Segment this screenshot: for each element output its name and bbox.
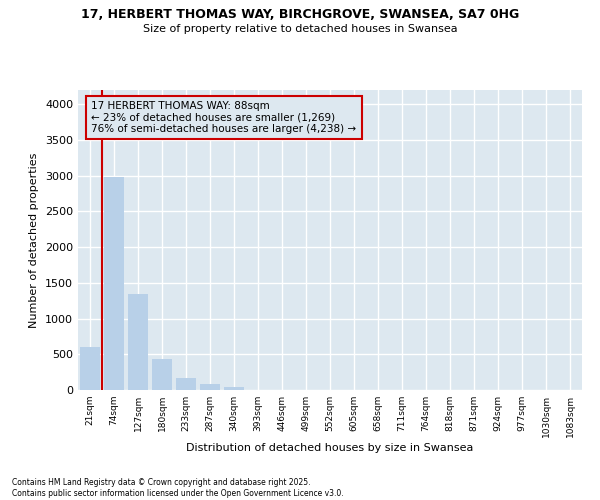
Bar — [104, 177, 124, 390]
Bar — [200, 384, 220, 390]
Bar — [176, 378, 196, 390]
Text: Contains HM Land Registry data © Crown copyright and database right 2025.
Contai: Contains HM Land Registry data © Crown c… — [12, 478, 344, 498]
Bar — [128, 294, 148, 390]
Text: Size of property relative to detached houses in Swansea: Size of property relative to detached ho… — [143, 24, 457, 34]
Y-axis label: Number of detached properties: Number of detached properties — [29, 152, 40, 328]
Text: 17 HERBERT THOMAS WAY: 88sqm
← 23% of detached houses are smaller (1,269)
76% of: 17 HERBERT THOMAS WAY: 88sqm ← 23% of de… — [91, 100, 356, 134]
Bar — [80, 347, 100, 390]
Text: 17, HERBERT THOMAS WAY, BIRCHGROVE, SWANSEA, SA7 0HG: 17, HERBERT THOMAS WAY, BIRCHGROVE, SWAN… — [81, 8, 519, 20]
X-axis label: Distribution of detached houses by size in Swansea: Distribution of detached houses by size … — [187, 442, 473, 452]
Bar — [152, 360, 172, 390]
Bar — [224, 387, 244, 390]
